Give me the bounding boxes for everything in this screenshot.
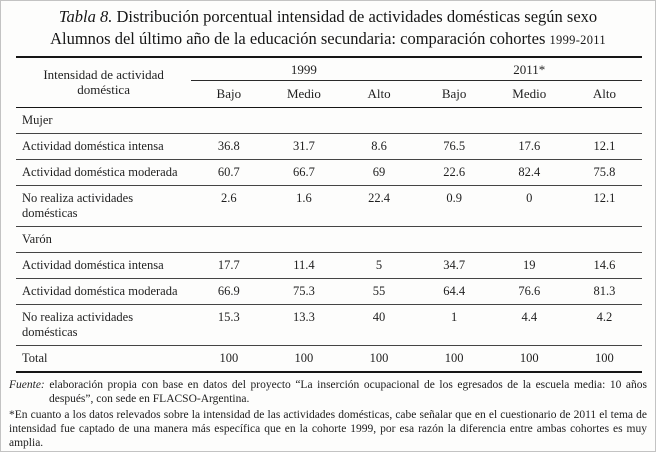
row-label: Actividad doméstica intensa: [22, 257, 164, 272]
year-header-row: Intensidad de actividad doméstica 1999 2…: [16, 56, 642, 97]
title-line-1: Tabla 8. Distribución porcentual intensi…: [1, 6, 655, 28]
cell: 75.3: [292, 283, 315, 298]
col-header-medio-1999: Medio: [286, 85, 321, 101]
source-text: elaboración propia con base en datos del…: [44, 378, 647, 405]
col-header-medio-2011: Medio: [512, 85, 547, 101]
table-row: No realiza actividades domésticas 15.3 1…: [16, 304, 642, 346]
cell: 11.4: [293, 257, 315, 272]
cell: 34.7: [443, 257, 466, 272]
cell: 81.3: [593, 283, 616, 298]
cell: 2.6: [221, 190, 237, 205]
cell: 76.5: [443, 138, 466, 153]
cell: 100: [444, 350, 464, 365]
section-label: Varón: [22, 231, 52, 246]
table-notes: Fuente: elaboración propia con base en d…: [9, 378, 647, 450]
data-table: Intensidad de actividad doméstica 1999 2…: [16, 55, 642, 373]
cell: 100: [595, 350, 614, 365]
cell: 100: [294, 350, 314, 365]
cell: 15.3: [217, 309, 240, 324]
cell: 4.4: [521, 309, 538, 324]
cell: 12.1: [593, 190, 616, 205]
cell: 17.7: [217, 257, 240, 272]
col-header-alto-2011: Alto: [592, 85, 616, 101]
cell: 14.6: [593, 257, 616, 272]
row-label: Actividad doméstica intensa: [22, 138, 164, 153]
cell: 64.4: [443, 283, 466, 298]
col-header-bajo-2011: Bajo: [441, 85, 467, 101]
total-row: Total 100 100 100 100 100 100: [16, 345, 642, 372]
section-label: Mujer: [22, 112, 53, 127]
cell: 66.7: [292, 164, 315, 179]
cell: 8.6: [371, 138, 387, 153]
section-row-mujer: Mujer: [16, 107, 642, 134]
table-row: No realiza actividades domésticas 2.6 1.…: [16, 185, 642, 227]
cell: 66.9: [217, 283, 240, 298]
asterisk-footnote: *En cuanto a los datos relevados sobre l…: [9, 408, 647, 449]
cell: 31.7: [292, 138, 315, 153]
cell: 69: [372, 164, 386, 179]
cell: 13.3: [292, 309, 315, 324]
row-header: Intensidad de actividad doméstica: [43, 67, 164, 98]
cell: 22.4: [368, 190, 390, 205]
title-years: 1999-2011: [549, 32, 606, 47]
table-title: Tabla 8. Distribución porcentual intensi…: [1, 1, 655, 50]
year-1999-header: 1999: [191, 56, 417, 81]
title-line-2: Alumnos del último año de la educación s…: [1, 28, 655, 50]
row-label: Actividad doméstica moderada: [22, 164, 178, 179]
cell: 17.6: [518, 138, 541, 153]
cell: 75.8: [593, 164, 616, 179]
source-label: Fuente:: [9, 378, 45, 391]
year-2011-header: 2011*: [416, 56, 642, 81]
level-header-row: Bajo Medio Alto Bajo Medio Alto: [16, 80, 642, 107]
cell: 0.9: [446, 190, 462, 205]
table-row: Actividad doméstica moderada 66.9 75.3 5…: [16, 278, 642, 305]
cell: 100: [219, 350, 239, 365]
cell: 100: [369, 350, 389, 365]
table-number: Tabla 8.: [58, 7, 113, 26]
cell: 55: [372, 283, 386, 298]
row-label: No realiza actividades domésticas: [22, 190, 134, 220]
row-label: No realiza actividades domésticas: [22, 309, 134, 339]
cell: 19: [523, 257, 536, 272]
table-header: Intensidad de actividad doméstica 1999 2…: [16, 56, 642, 108]
table-row: Actividad doméstica intensa 36.8 31.7 8.…: [16, 133, 642, 160]
cell: 82.4: [518, 164, 541, 179]
cell: 12.1: [593, 138, 616, 153]
cell: 0: [526, 190, 533, 205]
cell: 100: [519, 350, 539, 365]
cell: 36.8: [217, 138, 240, 153]
col-header-alto-1999: Alto: [367, 85, 391, 101]
source-note: Fuente: elaboración propia con base en d…: [9, 378, 647, 406]
section-row-varon: Varón: [16, 226, 642, 253]
cell: 4.2: [596, 309, 613, 324]
table-row: Actividad doméstica intensa 17.7 11.4 5 …: [16, 252, 642, 279]
cell: 5: [375, 257, 383, 272]
cell: 60.7: [217, 164, 240, 179]
table-row: Actividad doméstica moderada 60.7 66.7 6…: [16, 159, 642, 186]
total-label: Total: [22, 350, 48, 365]
cell: 22.6: [443, 164, 466, 179]
cell: 76.6: [518, 283, 541, 298]
cell: 1.6: [296, 190, 312, 205]
cell: 40: [372, 309, 386, 324]
title-text-1: Distribución porcentual intensidad de ac…: [112, 7, 598, 26]
col-header-bajo-1999: Bajo: [216, 85, 242, 101]
title-text-2: Alumnos del último año de la educación s…: [50, 28, 550, 48]
cell: 1: [451, 309, 458, 324]
row-label: Actividad doméstica moderada: [22, 283, 178, 298]
